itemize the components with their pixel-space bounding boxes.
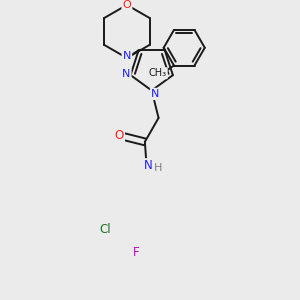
Text: O: O [122,0,131,10]
Text: N: N [123,51,131,61]
Text: Cl: Cl [100,223,111,236]
Text: N: N [144,159,153,172]
Text: O: O [115,128,124,142]
Text: N: N [122,69,130,79]
Text: H: H [154,163,162,172]
Text: F: F [133,246,140,259]
Text: N: N [151,89,159,99]
Text: CH₃: CH₃ [148,68,167,78]
